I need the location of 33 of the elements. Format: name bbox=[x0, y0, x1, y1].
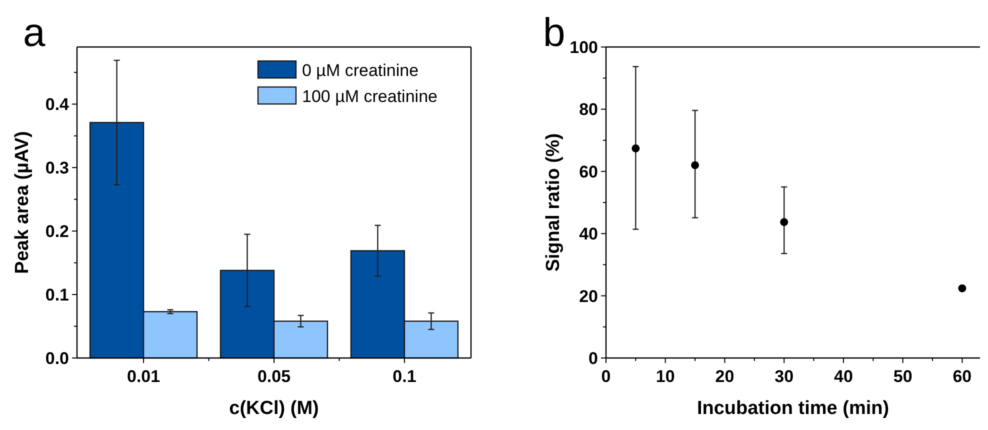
y-tick-label: 0.3 bbox=[45, 158, 69, 178]
y-tick-label: 100 bbox=[570, 38, 598, 57]
x-tick-label: 0 bbox=[601, 367, 611, 386]
y-tick-label: 0 bbox=[588, 348, 598, 368]
x-axis-title: Incubation time (min) bbox=[696, 398, 890, 419]
x-tick-label: 20 bbox=[715, 367, 734, 386]
y-axis-title: Signal ratio (%) bbox=[543, 133, 564, 272]
y-tick-label: 0.0 bbox=[45, 348, 69, 368]
point bbox=[958, 284, 966, 292]
chart-title: b bbox=[543, 11, 566, 55]
x-axis-title: c(KCl) (M) bbox=[229, 398, 319, 419]
y-tick-label: 20 bbox=[579, 286, 598, 306]
y-tick-label: 0.2 bbox=[45, 222, 69, 242]
x-tick-label: 30 bbox=[774, 367, 794, 386]
x-tick-label: 0.1 bbox=[392, 367, 416, 386]
y-tick-label: 80 bbox=[579, 100, 598, 120]
x-tick-label: 40 bbox=[834, 367, 853, 386]
x-tick-label: 0.01 bbox=[126, 367, 160, 386]
x-tick-label: 50 bbox=[893, 367, 912, 386]
chart-title: a bbox=[23, 11, 46, 55]
x-tick-label: 10 bbox=[656, 367, 675, 386]
legend-label: 0 µM creatinine bbox=[302, 60, 419, 80]
point bbox=[780, 218, 788, 226]
point bbox=[691, 161, 700, 170]
x-tick-label: 0.05 bbox=[257, 367, 291, 386]
y-tick-label: 40 bbox=[579, 224, 598, 244]
y-tick-label: 0.4 bbox=[45, 95, 70, 114]
y-tick-label: 60 bbox=[579, 162, 598, 182]
point bbox=[632, 144, 640, 152]
x-tick-label: 60 bbox=[952, 367, 972, 386]
legend-label: 100 µM creatinine bbox=[302, 86, 438, 106]
y-tick-label: 0.1 bbox=[45, 285, 69, 304]
y-axis-title: Peak area (µAV) bbox=[12, 131, 33, 274]
